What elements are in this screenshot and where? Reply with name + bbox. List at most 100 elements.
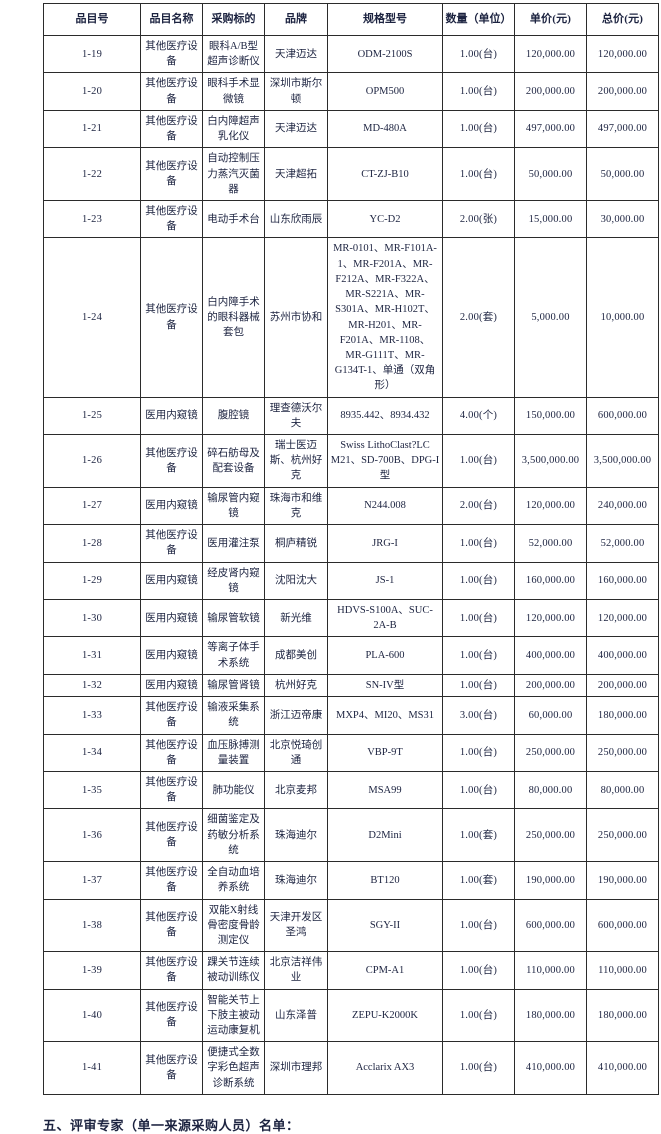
item-code-cell: 1-24 [43,237,141,398]
item-spec-cell: MSA99 [327,770,443,810]
item-spec-cell: BT120 [327,861,443,900]
item-brand-cell: 北京麦邦 [264,770,328,810]
item-total-price-cell: 400,000.00 [586,636,659,675]
item-code-cell: 1-35 [43,770,141,810]
table-row: 1-20 其他医疗设备 眼科手术显微镜 深圳市斯尔顿 OPM500 1.00(台) 200,… [43,72,659,111]
item-name-cell: 电动手术台 [202,199,265,239]
item-brand-cell: 理查德沃尔夫 [264,396,328,436]
table-row: 1-37 其他医疗设备 全自动血培养系统 珠海迪尔 BT120 1.00(套) 190,00… [43,861,659,900]
item-unit-price-cell: 180,000.00 [514,988,587,1043]
item-quantity-cell: 1.00(台) [442,109,515,149]
item-brand-cell: 深圳市斯尔顿 [264,72,328,111]
item-code-cell: 1-22 [43,147,141,201]
item-total-price-cell: 497,000.00 [586,109,659,149]
item-category-cell: 其他医疗设备 [140,237,203,398]
item-category-cell: 其他医疗设备 [140,524,203,563]
table-row: 1-39 其他医疗设备 踝关节连续被动训练仪 北京洁祥伟业 CPM-A1 1.00(台) 1… [43,951,659,990]
item-quantity-cell: 2.00(台) [442,486,515,526]
item-name-cell: 踝关节连续被动训练仪 [202,951,265,990]
item-category-cell: 医用内窥镜 [140,396,203,436]
item-brand-cell: 新光维 [264,598,328,638]
procurement-items-table: 品目号 品目名称 采购标的 品牌 规格型号 数量（单位） 单价(元) 总价(元)… [43,3,659,1095]
item-unit-price-cell: 190,000.00 [514,861,587,900]
item-category-cell: 其他医疗设备 [140,988,203,1043]
item-quantity-cell: 1.00(台) [442,951,515,990]
item-category-cell: 医用内窥镜 [140,561,203,601]
item-total-price-cell: 120,000.00 [586,34,659,74]
table-row: 1-33 其他医疗设备 输液采集系统 浙江迈帝康 MXP4、MI20、MS31 3.00(… [43,696,659,735]
item-code-cell: 1-23 [43,199,141,239]
item-category-cell: 其他医疗设备 [140,951,203,990]
item-spec-cell: 8935.442、8934.432 [327,396,443,436]
item-code-cell: 1-19 [43,34,141,74]
item-unit-price-cell: 5,000.00 [514,237,587,398]
item-name-cell: 白内障超声乳化仪 [202,109,265,149]
table-row: 1-25 医用内窥镜 腹腔镜 理查德沃尔夫 8935.442、8934.432 4.00(… [43,396,659,436]
item-category-cell: 医用内窥镜 [140,673,203,698]
item-total-price-cell: 410,000.00 [586,1041,659,1095]
table-row: 1-36 其他医疗设备 细菌鉴定及药敏分析系统 珠海迪尔 D2Mini 1.00(套) 25… [43,808,659,863]
item-name-cell: 全自动血培养系统 [202,861,265,900]
item-name-cell: 碎石舫母及配套设备 [202,434,265,488]
item-code-cell: 1-40 [43,988,141,1043]
item-unit-price-cell: 497,000.00 [514,109,587,149]
item-brand-cell: 天津开发区圣鸿 [264,898,328,953]
item-spec-cell: VBP-9T [327,733,443,772]
item-code-cell: 1-21 [43,109,141,149]
item-total-price-cell: 600,000.00 [586,898,659,953]
item-unit-price-cell: 110,000.00 [514,951,587,990]
item-quantity-cell: 4.00(个) [442,396,515,436]
item-code-cell: 1-41 [43,1041,141,1095]
item-category-cell: 医用内窥镜 [140,486,203,526]
item-unit-price-cell: 120,000.00 [514,598,587,638]
item-code-cell: 1-31 [43,636,141,675]
table-row: 1-38 其他医疗设备 双能X射线骨密度骨龄测定仪 天津开发区圣鸿 SGY-II 1.00… [43,898,659,953]
item-name-cell: 白内障手术的眼科器械套包 [202,237,265,398]
item-code-cell: 1-25 [43,396,141,436]
item-name-cell: 智能关节上下肢主被动运动康复机 [202,988,265,1043]
item-spec-cell: SN-IV型 [327,673,443,698]
item-quantity-cell: 1.00(台) [442,898,515,953]
item-spec-cell: D2Mini [327,808,443,863]
item-total-price-cell: 120,000.00 [586,598,659,638]
item-code-cell: 1-32 [43,673,141,698]
column-header-brand: 品牌 [264,3,328,36]
item-spec-cell: ZEPU-K2000K [327,988,443,1043]
item-brand-cell: 瑞士医迈斯、杭州好克 [264,434,328,488]
item-spec-cell: SGY-II [327,898,443,953]
item-category-cell: 其他医疗设备 [140,72,203,111]
item-unit-price-cell: 50,000.00 [514,147,587,201]
item-total-price-cell: 200,000.00 [586,72,659,111]
item-quantity-cell: 1.00(套) [442,808,515,863]
item-total-price-cell: 80,000.00 [586,770,659,810]
table-row: 1-32 医用内窥镜 输尿管肾镜 杭州好克 SN-IV型 1.00(台) 200,000.0… [43,673,659,698]
item-total-price-cell: 52,000.00 [586,524,659,563]
table-row: 1-34 其他医疗设备 血压脉搏测量装置 北京悦琦创通 VBP-9T 1.00(台) 250… [43,733,659,772]
item-brand-cell: 北京洁祥伟业 [264,951,328,990]
item-name-cell: 肺功能仪 [202,770,265,810]
item-brand-cell: 苏州市协和 [264,237,328,398]
item-brand-cell: 山东泽普 [264,988,328,1043]
item-quantity-cell: 1.00(台) [442,147,515,201]
item-unit-price-cell: 150,000.00 [514,396,587,436]
item-quantity-cell: 1.00(台) [442,561,515,601]
item-code-cell: 1-29 [43,561,141,601]
table-row: 1-22 其他医疗设备 自动控制压力蒸汽灭菌器 天津超拓 CT-ZJ-B10 1.00(台… [43,147,659,201]
document-page: 品目号 品目名称 采购标的 品牌 规格型号 数量（单位） 单价(元) 总价(元)… [43,3,659,1133]
column-header-total-price: 总价(元) [586,3,659,36]
item-brand-cell: 珠海市和维克 [264,486,328,526]
item-name-cell: 输液采集系统 [202,696,265,735]
table-row: 1-41 其他医疗设备 便捷式全数字彩色超声诊断系统 深圳市理邦 Acclarix AX… [43,1041,659,1095]
table-row: 1-26 其他医疗设备 碎石舫母及配套设备 瑞士医迈斯、杭州好克 Swiss Litho… [43,434,659,488]
item-name-cell: 便捷式全数字彩色超声诊断系统 [202,1041,265,1095]
item-total-price-cell: 250,000.00 [586,733,659,772]
item-category-cell: 其他医疗设备 [140,733,203,772]
column-header-category: 品目名称 [140,3,203,36]
table-row: 1-40 其他医疗设备 智能关节上下肢主被动运动康复机 山东泽普 ZEPU-K2000K… [43,988,659,1043]
item-spec-cell: MR-0101、MR-F101A-1、MR-F201A、MR-F212A、MR-… [327,237,443,398]
item-name-cell: 眼科手术显微镜 [202,72,265,111]
item-quantity-cell: 1.00(台) [442,733,515,772]
item-code-cell: 1-33 [43,696,141,735]
item-spec-cell: Swiss LithoClast?LC M21、SD-700B、DPG-I型 [327,434,443,488]
item-quantity-cell: 1.00(台) [442,524,515,563]
